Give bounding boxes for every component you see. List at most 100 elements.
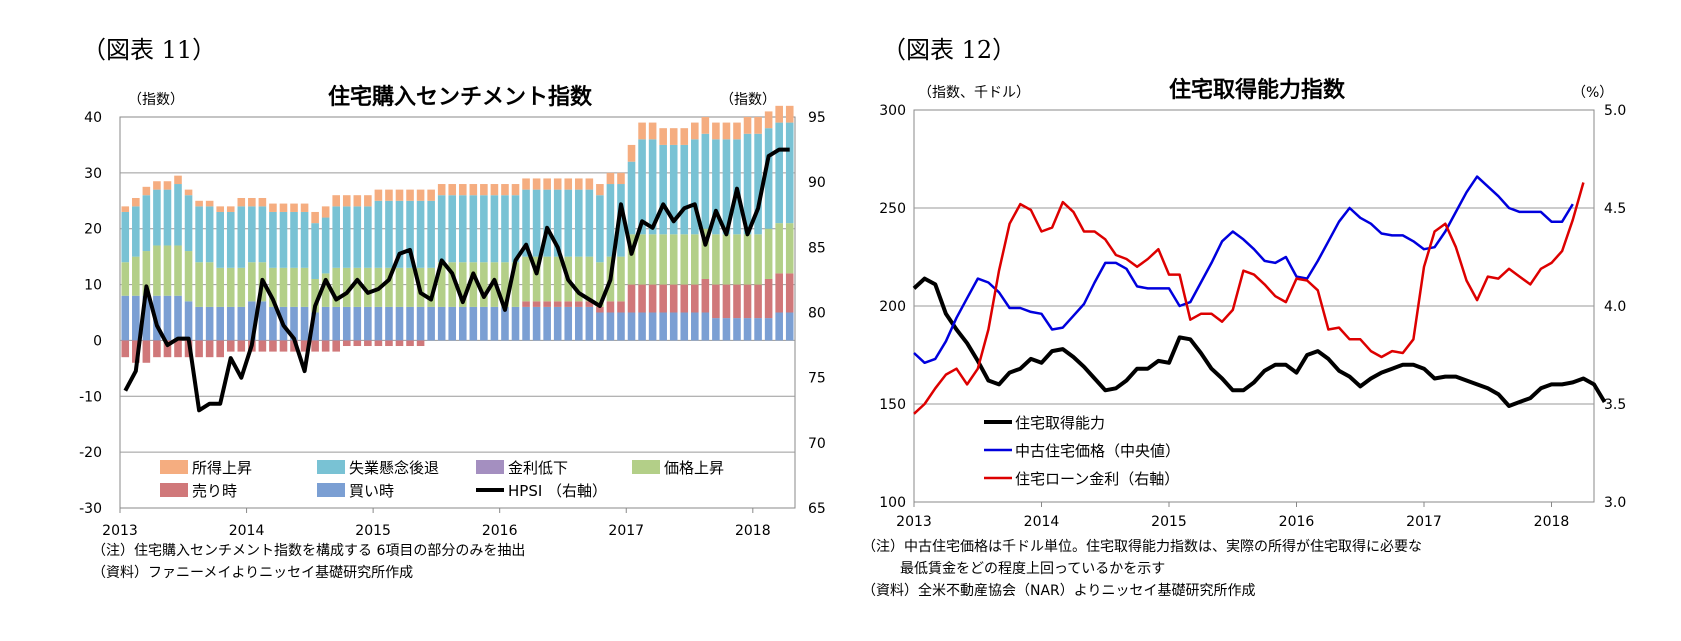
bar-segment [564, 178, 573, 190]
bar-segment [416, 189, 425, 201]
y-right-tick-label: 65 [808, 501, 826, 517]
bar-segment [743, 284, 752, 319]
bar-segment [258, 340, 267, 352]
bar-segment [617, 172, 625, 185]
bar-segment [132, 206, 140, 257]
bar-segment [691, 284, 699, 313]
bar-segment [248, 197, 256, 207]
bar-segment [543, 301, 551, 307]
bar-segment [564, 301, 573, 307]
bar-segment [269, 267, 277, 307]
y-left-tick-label: 20 [84, 222, 102, 238]
bar-segment [669, 144, 678, 235]
legend-label: 買い時 [349, 482, 394, 500]
bar-segment [332, 267, 341, 307]
bar-segment [427, 306, 435, 341]
bar-segment [785, 105, 794, 123]
bar-segment [395, 306, 404, 341]
bar-segment [701, 228, 710, 279]
bar-segment [785, 312, 794, 341]
bar-segment [659, 234, 667, 285]
y-left-tick-label: 0 [93, 333, 102, 349]
bar-segment [153, 189, 161, 246]
bar-segment [627, 312, 636, 341]
bar-segment [638, 139, 646, 235]
bar-segment [332, 306, 341, 341]
bar-segment [300, 267, 309, 307]
y-right-tick-label: 75 [808, 371, 826, 387]
bar-segment [617, 301, 625, 313]
bar-segment [733, 284, 741, 319]
legend-swatch [476, 460, 504, 474]
chart-note-continued: 最低賃金をどの程度上回っているかを示す [900, 561, 1166, 577]
bar-segment [680, 144, 689, 235]
y-left-tick-label: -20 [79, 445, 102, 461]
bar-segment [174, 295, 182, 341]
bar-segment [627, 234, 636, 285]
bar-segment [205, 206, 214, 263]
y-left-axis-label: （指数） [128, 92, 184, 108]
bar-segment [184, 189, 193, 196]
bar-segment [174, 184, 182, 246]
bar-segment [142, 251, 151, 296]
bar-segment [469, 306, 478, 341]
bar-segment [237, 306, 246, 341]
bar-segment [648, 139, 657, 235]
bar-segment [532, 189, 541, 257]
bar-segment [290, 306, 298, 341]
bar-segment [606, 172, 615, 185]
y-right-tick-label: 85 [808, 240, 826, 256]
bar-segment [743, 117, 752, 134]
bar-segment [574, 178, 583, 190]
bar-segment [279, 267, 288, 307]
bar-segment [311, 211, 319, 224]
bar-segment [342, 206, 351, 268]
bar-segment [480, 262, 488, 307]
y-right-tick-label: 3.5 [1604, 397, 1626, 413]
bar-segment [248, 206, 256, 263]
bar-segment [669, 284, 678, 313]
legend-swatch [160, 483, 188, 497]
plot-area [119, 116, 796, 509]
bar-segment [385, 200, 393, 268]
bar-segment [374, 189, 383, 201]
bar-segment [733, 122, 741, 140]
bar-segment [712, 284, 720, 319]
bar-segment [290, 203, 298, 212]
chart-source: （資料）ファニーメイよりニッセイ基礎研究所作成 [92, 565, 414, 581]
bar-segment [669, 312, 678, 341]
bar-segment [733, 318, 741, 341]
bar-segment [458, 306, 467, 341]
bar-segment [511, 195, 520, 263]
bar-segment [775, 223, 783, 274]
bar-segment [163, 340, 172, 358]
legend-swatch [317, 483, 345, 497]
bar-segment [490, 306, 499, 341]
bar-segment [174, 175, 182, 185]
legend-label: HPSI （右軸） [508, 482, 607, 500]
bar-segment [300, 340, 309, 352]
bar-segment [195, 340, 203, 358]
bar-segment [754, 284, 762, 319]
bar-segment [290, 340, 298, 352]
bar-segment [321, 217, 330, 274]
legend-swatch [160, 460, 188, 474]
bar-segment [237, 340, 246, 352]
bar-segment [543, 178, 551, 190]
bar-segment [543, 256, 551, 302]
bar-segment [184, 301, 193, 341]
bar-segment [300, 211, 309, 268]
bar-segment [142, 195, 151, 252]
bar-segment [342, 267, 351, 307]
bar-segment [248, 262, 256, 302]
bar-segment [648, 284, 657, 313]
chart-title: 住宅取得能力指数 [1169, 77, 1346, 103]
legend-label: 価格上昇 [664, 459, 724, 477]
bar-segment [258, 197, 267, 207]
bar-segment [501, 184, 509, 196]
series-line [913, 182, 1585, 415]
bar-segment [205, 306, 214, 341]
x-tick-label: 2018 [1534, 514, 1570, 530]
bar-segment [553, 306, 562, 341]
bar-segment [712, 139, 720, 235]
